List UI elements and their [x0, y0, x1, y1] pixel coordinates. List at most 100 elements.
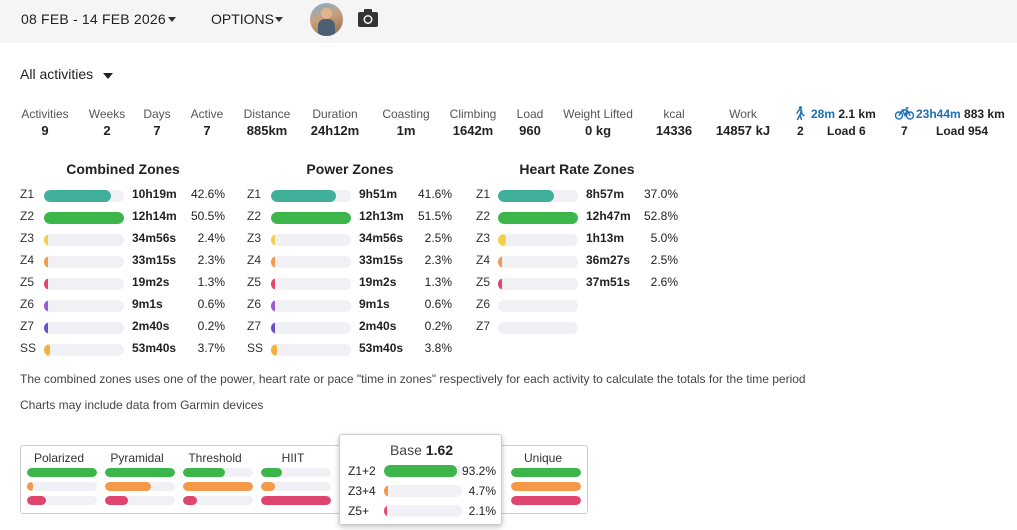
ride-load: Load 954: [936, 124, 989, 138]
zone-bar-fill: [271, 234, 275, 246]
distribution-hiit[interactable]: HIIT: [255, 446, 331, 515]
distribution-bar-track: [105, 468, 175, 477]
stat-label: Climbing: [449, 107, 497, 121]
walk-time[interactable]: 28m: [811, 107, 836, 121]
distribution-column-title: HIIT: [281, 451, 305, 465]
distribution-bar-track: [511, 468, 581, 477]
tooltip-row: Z1+2 93.2%: [348, 464, 498, 478]
stat-distance: Distance 885km: [244, 107, 291, 138]
distribution-bar-fill: [261, 468, 282, 477]
zone-label: Z6: [476, 297, 491, 311]
zone-label: Z7: [247, 319, 262, 333]
zone-percent: 51.5%: [417, 209, 452, 223]
zone-percent: 52.8%: [643, 209, 678, 223]
zone-time: 2m40s: [359, 319, 397, 333]
camera-icon[interactable]: [358, 9, 378, 27]
ride-time[interactable]: 23h44m: [916, 107, 961, 121]
zone-bar-track: [271, 234, 351, 246]
tooltip-percent: 4.7%: [468, 484, 496, 498]
zone-panel-title: Power Zones: [306, 161, 394, 177]
zone-label: Z2: [20, 209, 35, 223]
avatar[interactable]: [310, 3, 343, 36]
stat-label: Active: [190, 107, 224, 121]
zone-bar-track: [498, 256, 578, 268]
activity-filter-dropdown[interactable]: All activities: [20, 66, 94, 82]
stat-value: 885km: [246, 123, 288, 138]
stat-value: 7: [203, 123, 211, 138]
zone-bar-fill: [44, 344, 50, 356]
chevron-down-icon[interactable]: [168, 17, 176, 22]
options-menu-button[interactable]: OPTIONS: [211, 11, 275, 27]
distribution-bar-track: [511, 482, 581, 491]
zone-time: 34m56s: [359, 231, 404, 245]
distribution-bar-track: [261, 468, 331, 477]
distribution-column-title: Polarized: [33, 451, 85, 465]
distribution-bar-fill: [105, 482, 152, 491]
zone-percent: 2.4%: [197, 231, 225, 245]
zone-bar-fill: [44, 300, 48, 312]
zone-percent: 41.6%: [417, 187, 452, 201]
stat-weight-lifted: Weight Lifted 0 kg: [563, 107, 633, 138]
zone-time: 9h51m: [359, 187, 398, 201]
zone-row: Z5 19m2s 1.3%: [20, 275, 250, 291]
distribution-polarized[interactable]: Polarized: [21, 446, 97, 515]
zone-bar-track: [271, 190, 351, 202]
zone-time: 10h19m: [132, 187, 177, 201]
zone-label: SS: [20, 341, 37, 355]
stat-label: Distance: [243, 107, 291, 121]
distribution-bar-track: [183, 482, 253, 491]
zone-time: 33m15s: [359, 253, 404, 267]
tooltip-percent: 93.2%: [461, 464, 496, 478]
zone-label: Z3: [247, 231, 262, 245]
distribution-unique[interactable]: Unique: [505, 446, 581, 515]
zone-row: Z6 9m1s 0.6%: [247, 297, 477, 313]
tooltip-bar-track: [384, 505, 462, 517]
zone-row: Z2 12h14m 50.5%: [20, 209, 250, 225]
zone-label: Z6: [247, 297, 262, 311]
bicycle-icon: [895, 107, 914, 120]
zone-percent: 50.5%: [190, 209, 225, 223]
zone-label: Z4: [247, 253, 262, 267]
date-range-selector[interactable]: 08 FEB - 14 FEB 2026: [21, 11, 166, 27]
zone-bar-fill: [498, 212, 578, 224]
zone-percent: 0.6%: [424, 297, 452, 311]
distribution-bar-fill: [511, 496, 581, 505]
zone-time: 9m1s: [359, 297, 390, 311]
stat-label: Load: [516, 107, 544, 121]
distribution-bar-track: [105, 496, 175, 505]
zone-row: Z4 33m15s 2.3%: [20, 253, 250, 269]
stat-value: 2: [103, 123, 111, 138]
distribution-column-title: Threshold: [188, 451, 242, 465]
zone-row: Z6: [476, 297, 706, 313]
zone-percent: 42.6%: [190, 187, 225, 201]
zone-percent: 37.0%: [643, 187, 678, 201]
walk-load: Load 6: [827, 124, 866, 138]
distribution-pyramidal[interactable]: Pyramidal: [99, 446, 175, 515]
chevron-down-icon[interactable]: [275, 17, 283, 22]
distribution-threshold[interactable]: Threshold: [177, 446, 253, 515]
zone-bar-track: [498, 190, 578, 202]
stat-weeks: Weeks 2: [89, 107, 125, 138]
tooltip-bar-fill: [384, 485, 388, 497]
zone-time: 53m40s: [132, 341, 177, 355]
zone-row: Z3 34m56s 2.5%: [247, 231, 477, 247]
tooltip-row: Z5+ 2.1%: [348, 504, 498, 518]
chevron-down-icon[interactable]: [103, 73, 113, 79]
zone-bar-fill: [271, 278, 275, 290]
stat-value: 9: [41, 123, 49, 138]
zone-percent: 1.3%: [424, 275, 452, 289]
stat-label: Days: [143, 107, 171, 121]
tooltip-bar-fill: [384, 505, 387, 517]
zone-time: 9m1s: [132, 297, 163, 311]
distribution-bar-fill: [183, 468, 225, 477]
zone-bar-track: [271, 344, 351, 356]
distribution-bar-fill: [27, 468, 97, 477]
zone-bar-fill: [271, 190, 336, 202]
zone-bar-track: [498, 322, 578, 334]
zone-label: Z3: [476, 231, 491, 245]
stat-value: 14857 kJ: [715, 123, 771, 138]
zone-row: Z3 34m56s 2.4%: [20, 231, 250, 247]
zone-label: Z4: [476, 253, 491, 267]
zone-bar-fill: [271, 300, 275, 312]
tooltip-title: Base 1.62: [340, 442, 503, 458]
